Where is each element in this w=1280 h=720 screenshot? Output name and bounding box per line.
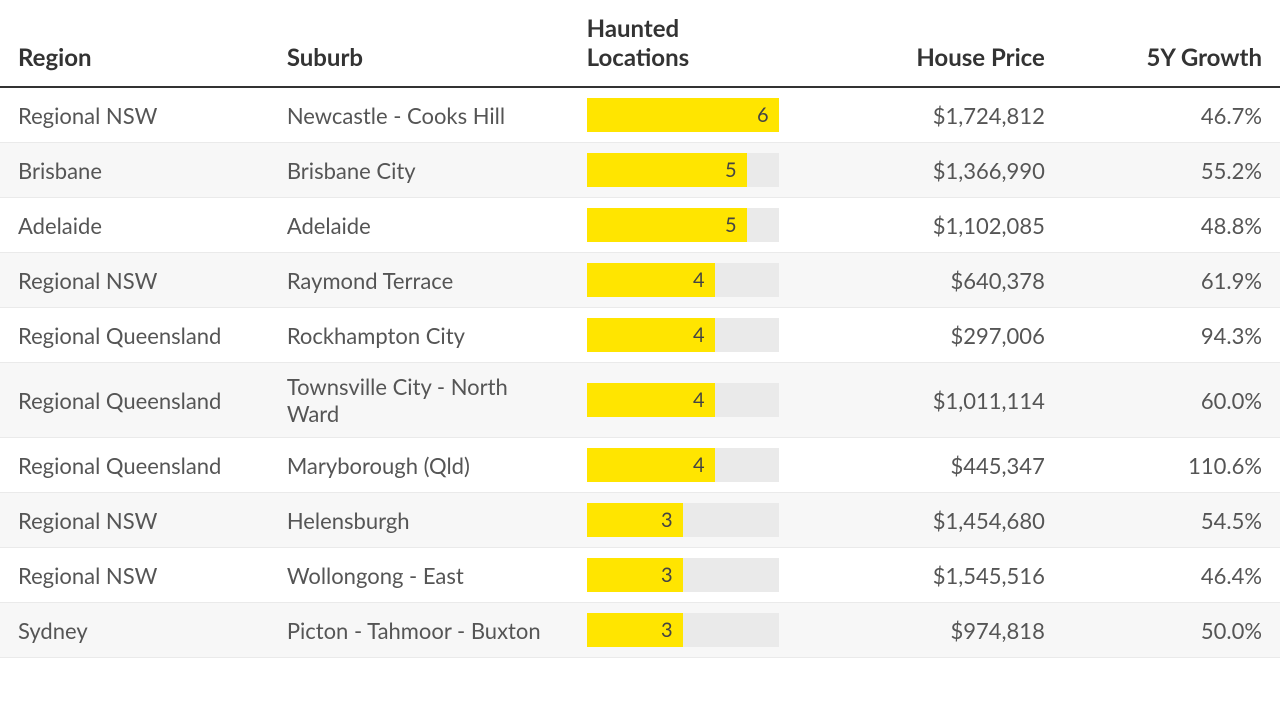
cell-price: $1,011,114 — [804, 363, 1062, 438]
cell-haunted: 4 — [569, 363, 805, 438]
cell-growth: 46.4% — [1063, 548, 1280, 603]
table-row: SydneyPicton - Tahmoor - Buxton 3 $974,818… — [0, 603, 1280, 658]
cell-price: $1,724,812 — [804, 87, 1062, 143]
col-header-price: House Price — [804, 0, 1062, 87]
haunted-bar-track: 4 — [587, 263, 779, 297]
cell-haunted: 5 — [569, 198, 805, 253]
haunted-bar-track: 3 — [587, 503, 779, 537]
col-header-region: Region — [0, 0, 269, 87]
cell-haunted: 3 — [569, 493, 805, 548]
cell-region: Regional NSW — [0, 493, 269, 548]
cell-region: Adelaide — [0, 198, 269, 253]
cell-suburb: Townsville City - North Ward — [269, 363, 569, 438]
cell-suburb: Maryborough (Qld) — [269, 438, 569, 493]
cell-suburb: Rockhampton City — [269, 308, 569, 363]
cell-growth: 54.5% — [1063, 493, 1280, 548]
cell-region: Regional NSW — [0, 87, 269, 143]
table-row: Regional QueenslandTownsville City - Nor… — [0, 363, 1280, 438]
table-row: Regional NSWRaymond Terrace 4 $640,37861.9… — [0, 253, 1280, 308]
cell-price: $1,454,680 — [804, 493, 1062, 548]
cell-growth: 55.2% — [1063, 143, 1280, 198]
haunted-bar-value: 3 — [661, 508, 683, 532]
cell-suburb: Adelaide — [269, 198, 569, 253]
cell-growth: 48.8% — [1063, 198, 1280, 253]
haunted-locations-table: Region Suburb Haunted Locations House Pr… — [0, 0, 1280, 658]
cell-region: Regional NSW — [0, 253, 269, 308]
cell-growth: 94.3% — [1063, 308, 1280, 363]
cell-price: $974,818 — [804, 603, 1062, 658]
cell-haunted: 4 — [569, 438, 805, 493]
col-header-haunted: Haunted Locations — [569, 0, 805, 87]
haunted-bar-track: 4 — [587, 448, 779, 482]
haunted-bar-track: 4 — [587, 318, 779, 352]
cell-price: $1,545,516 — [804, 548, 1062, 603]
haunted-bar-value: 4 — [693, 388, 715, 412]
haunted-bar-value: 4 — [693, 268, 715, 292]
cell-price: $1,366,990 — [804, 143, 1062, 198]
haunted-bar-value: 4 — [693, 453, 715, 477]
cell-region: Sydney — [0, 603, 269, 658]
cell-haunted: 3 — [569, 548, 805, 603]
cell-growth: 61.9% — [1063, 253, 1280, 308]
cell-region: Regional Queensland — [0, 438, 269, 493]
haunted-bar-track: 4 — [587, 383, 779, 417]
cell-suburb: Picton - Tahmoor - Buxton — [269, 603, 569, 658]
cell-price: $297,006 — [804, 308, 1062, 363]
table-row: Regional QueenslandMaryborough (Qld) 4 $44… — [0, 438, 1280, 493]
haunted-bar-track: 3 — [587, 613, 779, 647]
cell-haunted: 3 — [569, 603, 805, 658]
cell-price: $1,102,085 — [804, 198, 1062, 253]
table-row: Regional NSWHelensburgh 3 $1,454,68054.5% — [0, 493, 1280, 548]
cell-price: $640,378 — [804, 253, 1062, 308]
cell-growth: 60.0% — [1063, 363, 1280, 438]
col-header-suburb: Suburb — [269, 0, 569, 87]
haunted-bar-fill — [587, 153, 747, 187]
cell-suburb: Brisbane City — [269, 143, 569, 198]
cell-suburb: Newcastle - Cooks Hill — [269, 87, 569, 143]
cell-growth: 46.7% — [1063, 87, 1280, 143]
haunted-bar-value: 3 — [661, 618, 683, 642]
cell-price: $445,347 — [804, 438, 1062, 493]
haunted-bar-track: 3 — [587, 558, 779, 592]
haunted-bar-value: 4 — [693, 323, 715, 347]
cell-region: Regional Queensland — [0, 308, 269, 363]
cell-haunted: 4 — [569, 253, 805, 308]
cell-haunted: 5 — [569, 143, 805, 198]
haunted-bar-value: 5 — [725, 158, 747, 182]
cell-growth: 110.6% — [1063, 438, 1280, 493]
table-body: Regional NSWNewcastle - Cooks Hill6$1,72… — [0, 87, 1280, 658]
cell-region: Regional Queensland — [0, 363, 269, 438]
haunted-bar-value: 5 — [725, 213, 747, 237]
haunted-bar-value: 6 — [757, 103, 779, 127]
haunted-bar-track: 5 — [587, 208, 779, 242]
table-row: Regional NSWNewcastle - Cooks Hill 6 $1,72… — [0, 87, 1280, 143]
cell-region: Regional NSW — [0, 548, 269, 603]
cell-haunted: 6 — [569, 87, 805, 143]
table-row: AdelaideAdelaide 5 $1,102,08548.8% — [0, 198, 1280, 253]
haunted-bar-track: 5 — [587, 153, 779, 187]
cell-haunted: 4 — [569, 308, 805, 363]
cell-growth: 50.0% — [1063, 603, 1280, 658]
col-header-growth: 5Y Growth — [1063, 0, 1280, 87]
table-row: Regional NSWWollongong - East 3 $1,545,516… — [0, 548, 1280, 603]
cell-region: Brisbane — [0, 143, 269, 198]
cell-suburb: Wollongong - East — [269, 548, 569, 603]
table-header: Region Suburb Haunted Locations House Pr… — [0, 0, 1280, 87]
table-row: Regional QueenslandRockhampton City 4 $297… — [0, 308, 1280, 363]
cell-suburb: Helensburgh — [269, 493, 569, 548]
haunted-bar-fill — [587, 98, 779, 132]
haunted-bar-track: 6 — [587, 98, 779, 132]
table-row: BrisbaneBrisbane City 5 $1,366,99055.2% — [0, 143, 1280, 198]
haunted-bar-value: 3 — [661, 563, 683, 587]
haunted-bar-fill — [587, 208, 747, 242]
cell-suburb: Raymond Terrace — [269, 253, 569, 308]
